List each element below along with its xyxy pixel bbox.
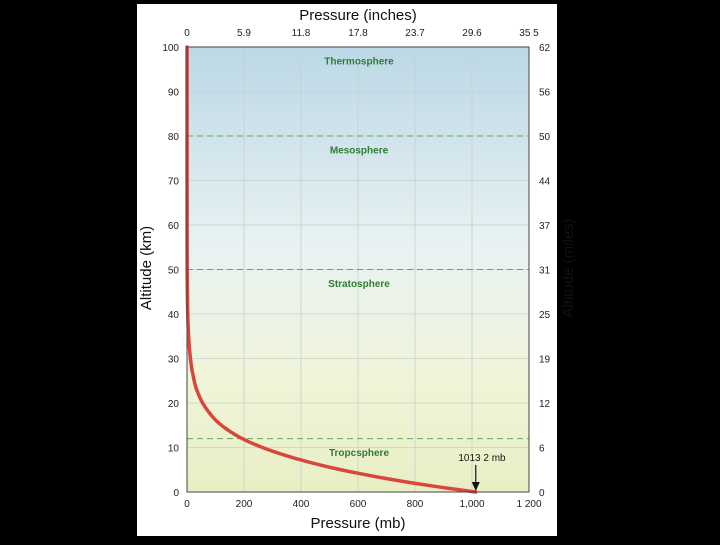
y-tick-right-7: 44 — [539, 177, 551, 188]
y-tick-right-10: 62 — [539, 43, 551, 54]
x-tick-bottom-0: 0 — [184, 499, 190, 510]
bottom-axis-title: Pressure (mb) — [310, 515, 405, 532]
y-tick-right-3: 19 — [539, 355, 551, 366]
x-tick-bottom-1: 200 — [236, 499, 253, 510]
x-tick-top-3: 17.8 — [348, 28, 368, 39]
y-tick-left-2: 20 — [168, 399, 180, 410]
y-tick-left-3: 30 — [168, 355, 180, 366]
x-tick-bottom-5: 1,000 — [459, 499, 484, 510]
y-tick-right-4: 25 — [539, 310, 551, 321]
surface-pressure-annotation: 1013 2 mb — [458, 453, 506, 491]
layer-boundaries — [187, 135, 529, 440]
layer-label-tropcsphere: Tropcsphere — [329, 448, 389, 459]
y-tick-left-6: 60 — [168, 221, 180, 232]
annotation-arrow-head — [471, 482, 480, 491]
x-tick-top-5: 29.6 — [462, 28, 482, 39]
y-tick-right-6: 37 — [539, 221, 551, 232]
x-tick-bottom-4: 800 — [407, 499, 424, 510]
x-tick-top-6: 35 5 — [519, 28, 539, 39]
y-tick-left-9: 90 — [168, 88, 180, 99]
y-tick-right-0: 0 — [539, 488, 545, 499]
y-tick-right-5: 31 — [539, 266, 551, 277]
y-tick-left-5: 50 — [168, 266, 180, 277]
y-tick-right-9: 56 — [539, 88, 551, 99]
x-tick-top-2: 11.8 — [292, 28, 311, 39]
y-tick-left-1: 10 — [168, 444, 180, 455]
y-tick-left-8: 80 — [168, 132, 180, 143]
x-tick-bottom-3: 600 — [350, 499, 367, 510]
y-tick-left-10: 100 — [162, 43, 179, 54]
y-tick-left-7: 70 — [168, 177, 180, 188]
layer-label-stratosphere: Stratosphere — [328, 279, 390, 290]
y-tick-right-2: 12 — [539, 399, 551, 410]
x-tick-top-0: 0 — [184, 28, 190, 39]
layer-labels: Thermosphere Mesosphere Stratosphere Tropcs… — [324, 56, 394, 459]
layer-label-thermosphere: Thermosphere — [324, 56, 394, 67]
layer-label-mesosphere: Mesosphere — [330, 145, 389, 156]
x-tick-top-1: 5.9 — [237, 28, 251, 39]
y-tick-left-0: 0 — [173, 488, 179, 499]
right-axis-title: Altitude (miles) — [560, 218, 577, 317]
x-tick-top-4: 23.7 — [405, 28, 425, 39]
y-tick-right-1: 6 — [539, 444, 545, 455]
annotation-label: 1013 2 mb — [458, 453, 506, 464]
y-tick-left-4: 40 — [168, 310, 180, 321]
x-tick-bottom-6: 1 200 — [516, 499, 541, 510]
top-axis-title: Pressure (inches) — [299, 7, 417, 24]
x-tick-bottom-2: 400 — [293, 499, 310, 510]
plot-frame — [186, 46, 530, 493]
y-tick-right-8: 50 — [539, 132, 551, 143]
left-axis-title: Altitude (km) — [138, 226, 155, 310]
